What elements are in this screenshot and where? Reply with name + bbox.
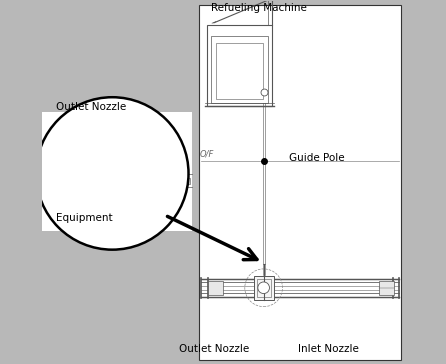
Bar: [69, 160, 76, 166]
Bar: [256, 279, 271, 297]
Circle shape: [120, 186, 134, 201]
Bar: [254, 276, 274, 300]
Bar: [211, 36, 268, 103]
Polygon shape: [87, 166, 101, 184]
Bar: [33, 112, 192, 231]
Bar: [208, 281, 223, 295]
Text: Outlet Nozzle: Outlet Nozzle: [179, 344, 249, 354]
Circle shape: [258, 282, 269, 294]
Bar: [176, 176, 185, 185]
Bar: [184, 178, 190, 183]
Bar: [379, 281, 394, 295]
Text: Outlet Nozzle: Outlet Nozzle: [56, 102, 126, 112]
Bar: [216, 43, 263, 99]
Bar: [206, 25, 272, 106]
Text: Inlet Nozzle: Inlet Nozzle: [298, 344, 359, 354]
Circle shape: [36, 97, 189, 250]
Polygon shape: [99, 166, 112, 184]
Bar: [91, 160, 98, 166]
Bar: [101, 160, 109, 166]
Bar: [50, 155, 130, 208]
Text: Refueling Machine: Refueling Machine: [211, 3, 307, 13]
Bar: [80, 160, 87, 166]
Bar: [199, 5, 401, 360]
Bar: [157, 174, 176, 187]
Text: Equipment: Equipment: [56, 213, 113, 223]
Polygon shape: [77, 166, 90, 184]
Circle shape: [120, 171, 134, 185]
Text: Guide Pole: Guide Pole: [289, 153, 345, 163]
Text: O/F: O/F: [200, 150, 215, 159]
Polygon shape: [66, 166, 79, 184]
